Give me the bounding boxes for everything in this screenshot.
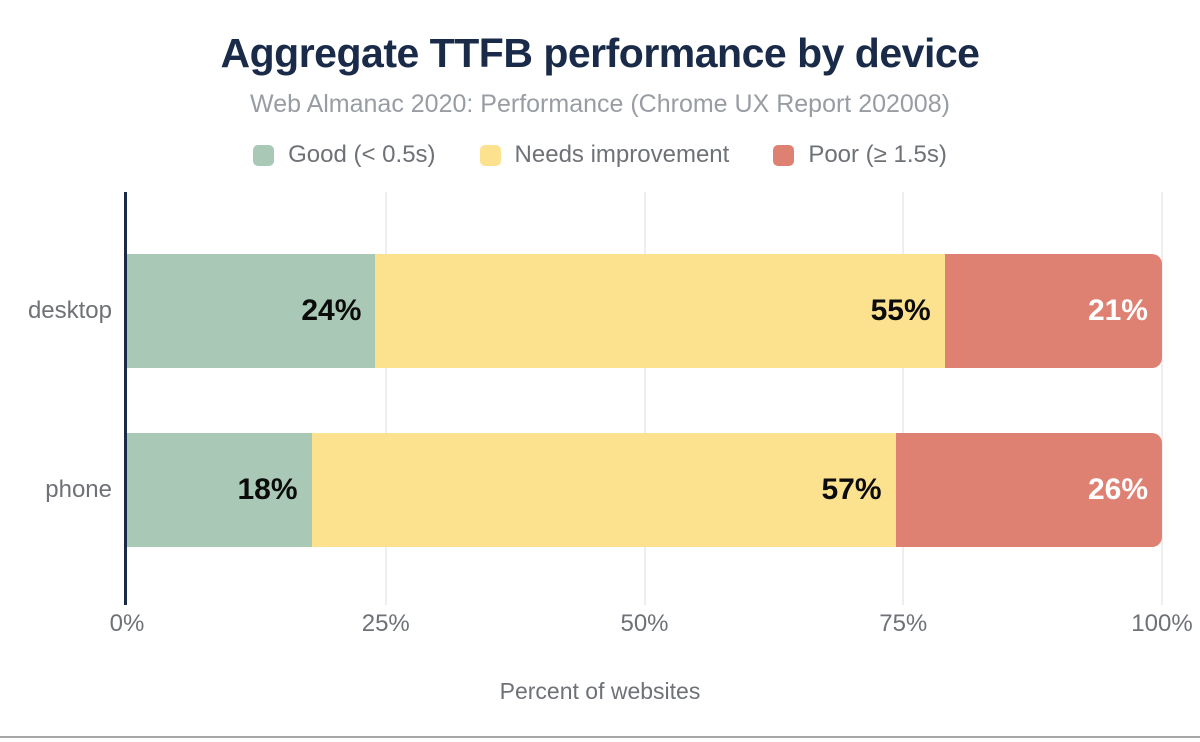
x-axis-title: Percent of websites bbox=[499, 678, 701, 704]
gridline-50 bbox=[643, 192, 646, 605]
gridline-100 bbox=[1161, 192, 1163, 605]
legend-swatch-poor-1-5s bbox=[773, 144, 795, 166]
bar-value-label: 57% bbox=[821, 473, 882, 506]
chart-subtitle: Web Almanac 2020: Performance (Chrome UX… bbox=[250, 90, 950, 118]
bar-segment-desktop-poor-1-5s: 21% bbox=[944, 254, 1162, 368]
bar-value-label: 55% bbox=[870, 294, 931, 327]
category-label-desktop: desktop bbox=[27, 297, 112, 324]
bar-row-desktop: 24% 55% 21% bbox=[127, 254, 1162, 368]
category-label-phone: phone bbox=[45, 476, 112, 503]
legend-item-needs-improvement: Needs improvement bbox=[479, 141, 730, 169]
plot-area: 24% 55% 21% 18% 57% 26% bbox=[124, 192, 1163, 605]
legend-label: Poor (≥ 1.5s) bbox=[808, 141, 947, 168]
x-tick-label-75: 75% bbox=[879, 610, 928, 637]
bar-value-label: 24% bbox=[301, 294, 362, 327]
legend-item-good-0-5s: Good (< 0.5s) bbox=[253, 141, 436, 169]
bar-value-label: 21% bbox=[1087, 294, 1148, 327]
bar-value-label: 18% bbox=[237, 473, 298, 506]
bar-segment-phone-good-0-5s: 18% bbox=[127, 433, 312, 547]
gridline-75 bbox=[902, 192, 905, 605]
legend-item-poor-1-5s: Poor (≥ 1.5s) bbox=[773, 141, 947, 169]
bar-segment-phone-needs-improvement: 57% bbox=[311, 433, 896, 547]
bar-segment-phone-poor-1-5s: 26% bbox=[895, 433, 1162, 547]
bar-segment-desktop-needs-improvement: 55% bbox=[375, 254, 945, 368]
bar-row-phone: 18% 57% 26% bbox=[127, 433, 1162, 547]
legend-label: Needs improvement bbox=[514, 141, 730, 168]
bar-segment-desktop-good-0-5s: 24% bbox=[127, 254, 376, 368]
legend-swatch-good-0-5s bbox=[253, 144, 275, 166]
gridline-25 bbox=[384, 192, 387, 605]
legend-label: Good (< 0.5s) bbox=[288, 141, 436, 168]
chart-title: Aggregate TTFB performance by device bbox=[220, 30, 980, 76]
x-tick-label-25: 25% bbox=[361, 610, 410, 637]
x-tick-label-100: 100% bbox=[1131, 610, 1193, 637]
bar-value-label: 26% bbox=[1087, 473, 1148, 506]
bottom-rule bbox=[0, 736, 1200, 738]
x-tick-label-0: 0% bbox=[109, 610, 145, 637]
x-tick-label-50: 50% bbox=[620, 610, 669, 637]
legend: Good (< 0.5s) Needs improvement Poor (≥ 1.… bbox=[0, 141, 1200, 169]
legend-swatch-needs-improvement bbox=[479, 144, 501, 166]
y-axis-line bbox=[124, 192, 127, 605]
